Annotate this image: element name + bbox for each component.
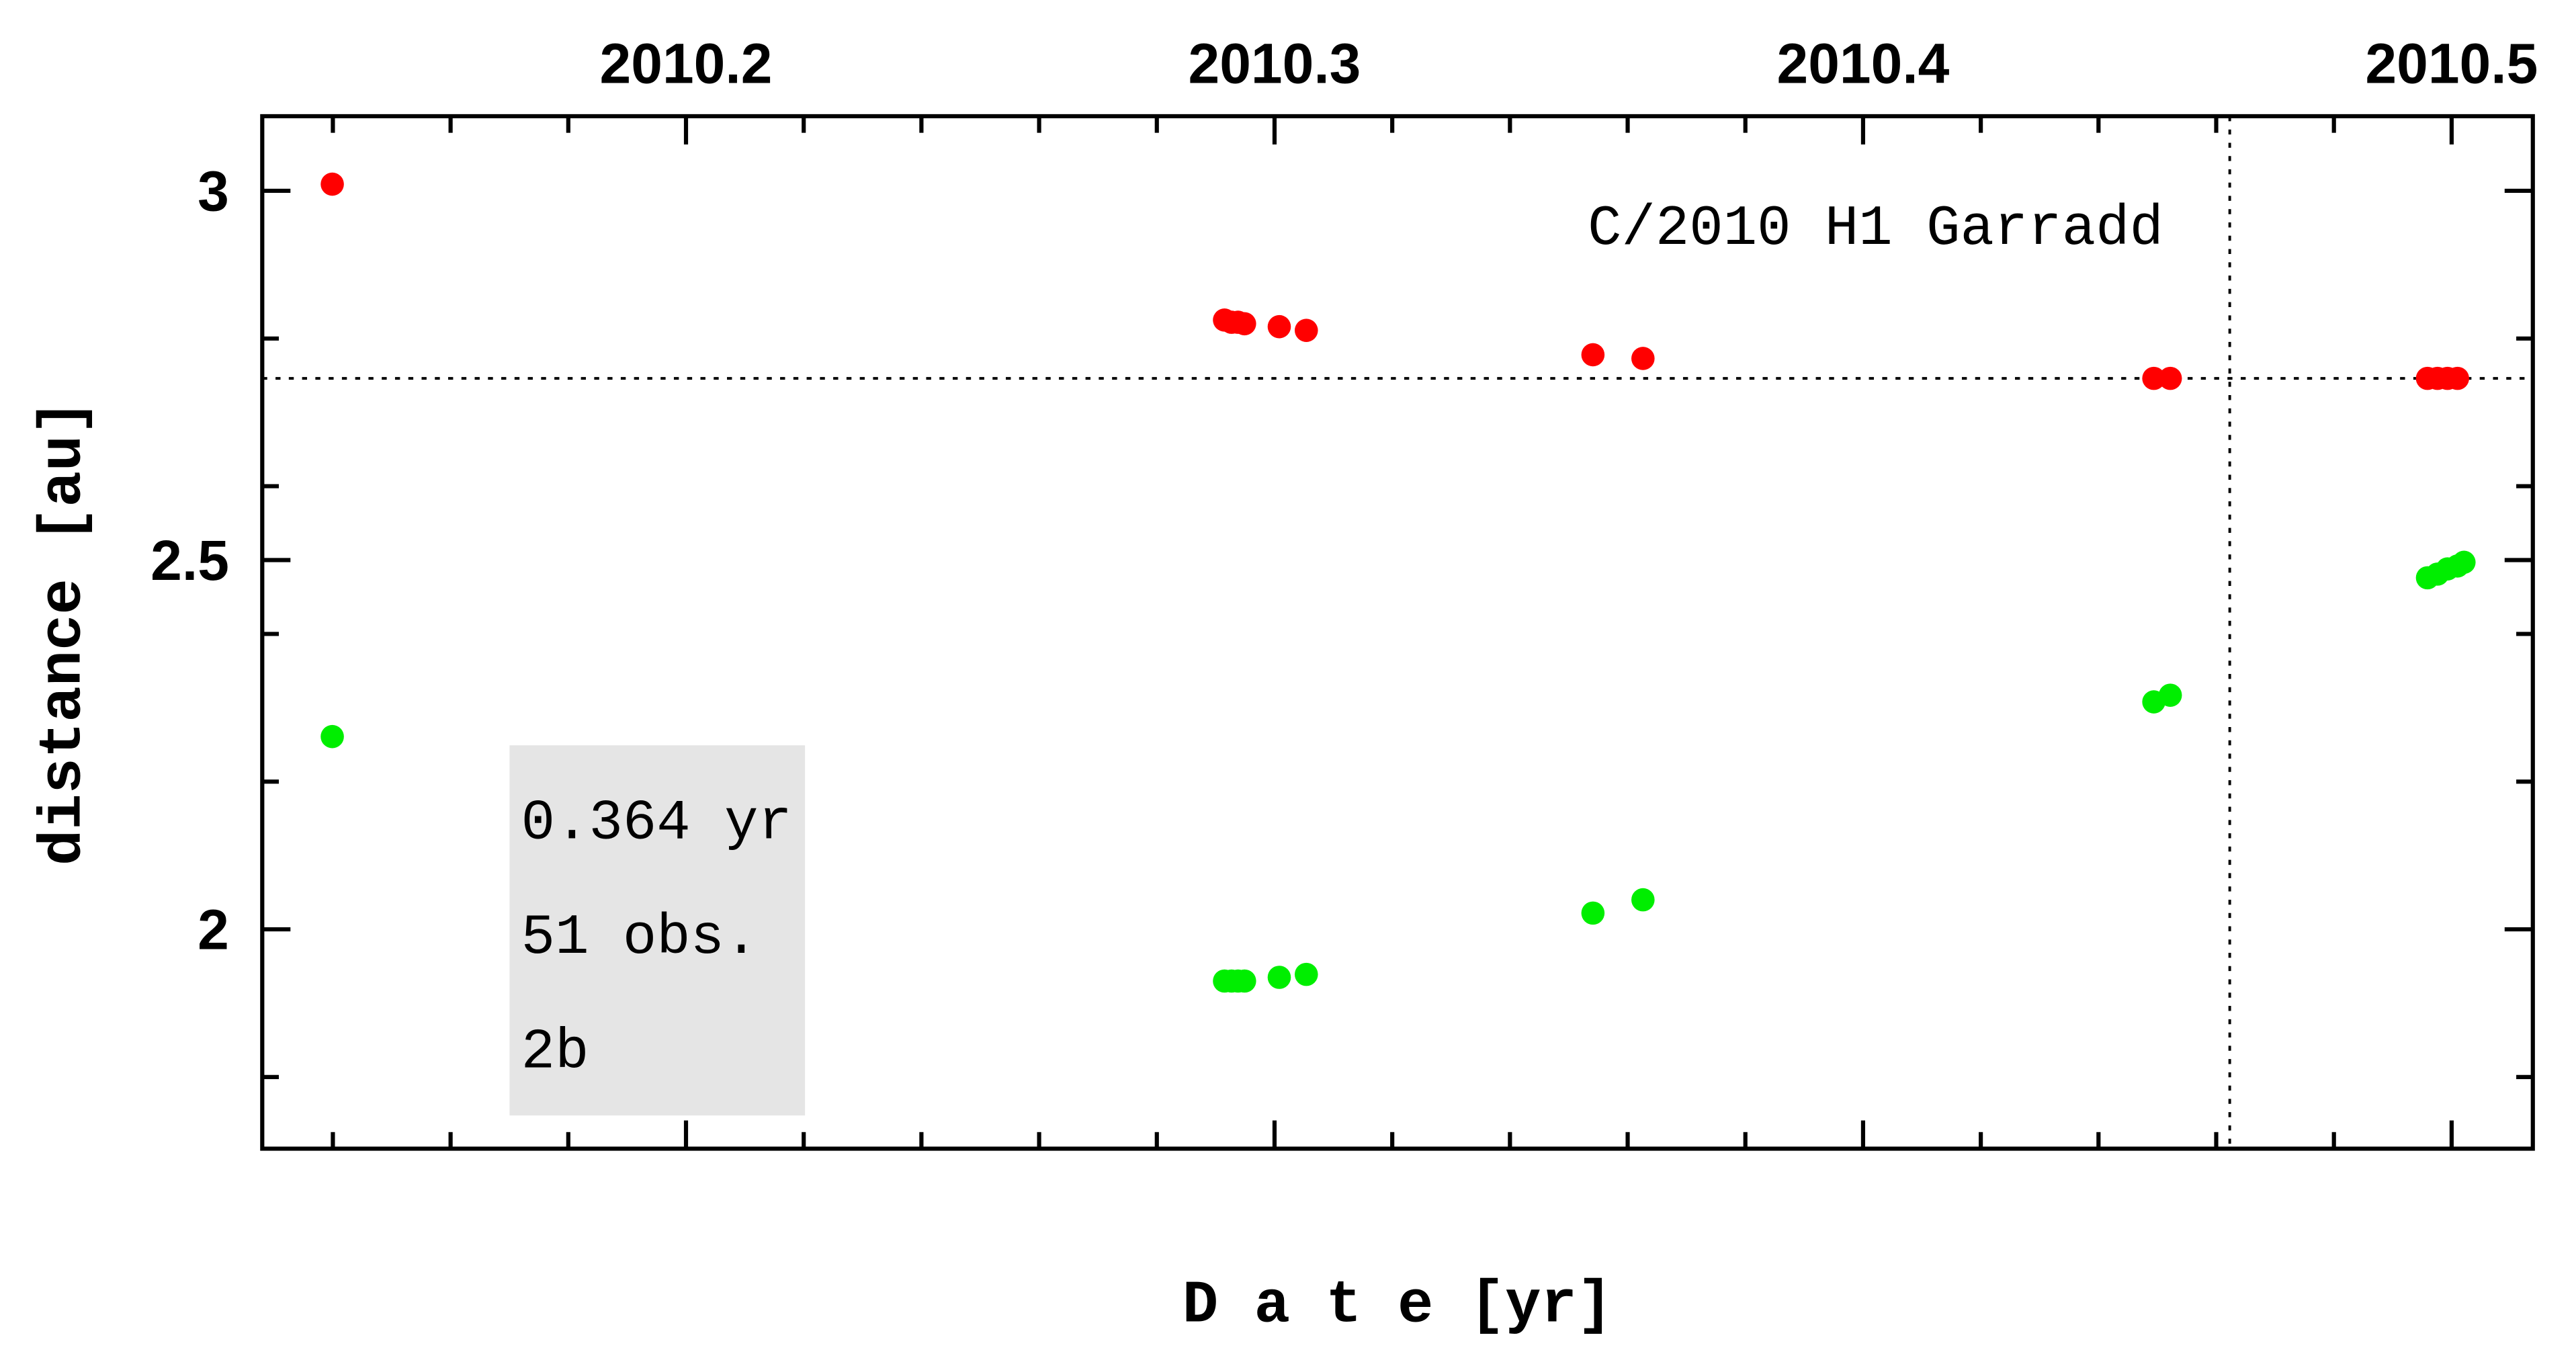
- info-box: [509, 745, 806, 1116]
- info-text: 2b: [521, 1021, 589, 1085]
- x-tick-label: 2010.4: [1776, 32, 1949, 95]
- point: [320, 724, 344, 749]
- point: [1294, 962, 1318, 986]
- point: [320, 172, 344, 196]
- y-axis-label: distance [au]: [30, 399, 98, 865]
- plot-frame: [260, 114, 2535, 1151]
- point: [1631, 347, 1655, 370]
- x-tick-label: 2010.3: [1189, 32, 1361, 95]
- x-tick-label: 2010.5: [2365, 32, 2538, 95]
- x-tick-label: 2010.2: [600, 32, 773, 95]
- point: [1267, 314, 1291, 339]
- point: [1294, 318, 1318, 342]
- point: [1631, 888, 1655, 912]
- point: [2158, 366, 2182, 390]
- point: [2158, 683, 2182, 707]
- point: [2142, 366, 2165, 390]
- info-text: 51 obs.: [521, 906, 759, 970]
- y-tick-label: 3: [198, 160, 229, 223]
- point: [2452, 550, 2476, 575]
- point: [1233, 312, 1256, 336]
- point: [1233, 969, 1256, 993]
- point: [1581, 901, 1605, 925]
- x-axis-label: D a t e [yr]: [1183, 1271, 1613, 1339]
- y-tick-label: 2.5: [151, 529, 229, 592]
- point: [1267, 966, 1291, 989]
- info-text: 0.364 yr: [521, 792, 792, 856]
- annotation: C/2010 H1 Garradd: [1588, 198, 2163, 261]
- y-tick-label: 2: [198, 898, 229, 962]
- point: [1581, 343, 1605, 367]
- point: [2446, 366, 2469, 390]
